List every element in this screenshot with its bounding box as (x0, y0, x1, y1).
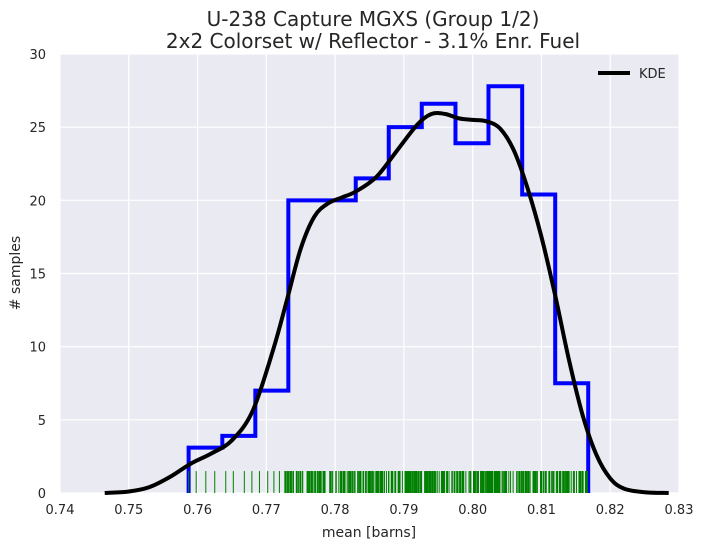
y-tick-label: 0 (38, 487, 46, 502)
y-tick-label: 30 (29, 48, 46, 63)
x-tick-label: 0.77 (252, 503, 281, 518)
legend: KDE (598, 67, 666, 82)
x-tick-label: 0.78 (321, 503, 350, 518)
x-tick-label: 0.82 (596, 503, 625, 518)
x-tick-label: 0.79 (389, 503, 418, 518)
y-tick-labels: 0 5 10 15 20 25 30 (29, 48, 46, 502)
histogram-bars (186, 84, 591, 493)
legend-kde-label: KDE (639, 67, 666, 82)
y-tick-label: 5 (38, 414, 46, 429)
rug-ticks (188, 471, 588, 493)
x-axis-label: mean [barns] (322, 525, 416, 541)
x-tick-label: 0.80 (458, 503, 487, 518)
chart-title-line-1: U-238 Capture MGXS (Group 1/2) (207, 7, 540, 31)
x-tick-label: 0.75 (114, 503, 143, 518)
y-axis-label: # samples (8, 236, 24, 310)
kde-curve (104, 111, 669, 495)
y-tick-label: 15 (29, 268, 46, 283)
chart-title-line-2: 2x2 Colorset w/ Reflector - 3.1% Enr. Fu… (166, 29, 580, 53)
x-tick-label: 0.74 (46, 503, 75, 518)
x-tick-label: 0.83 (665, 503, 694, 518)
y-tick-label: 25 (29, 121, 46, 136)
x-tick-label: 0.81 (527, 503, 556, 518)
y-tick-label: 20 (29, 194, 46, 209)
kde-line (104, 111, 669, 495)
y-tick-label: 10 (29, 341, 46, 356)
x-tick-label: 0.76 (183, 503, 212, 518)
histogram-outline (186, 84, 591, 493)
x-tick-labels: 0.74 0.75 0.76 0.77 0.78 0.79 0.80 0.81 0.82 0.83 (46, 503, 694, 518)
